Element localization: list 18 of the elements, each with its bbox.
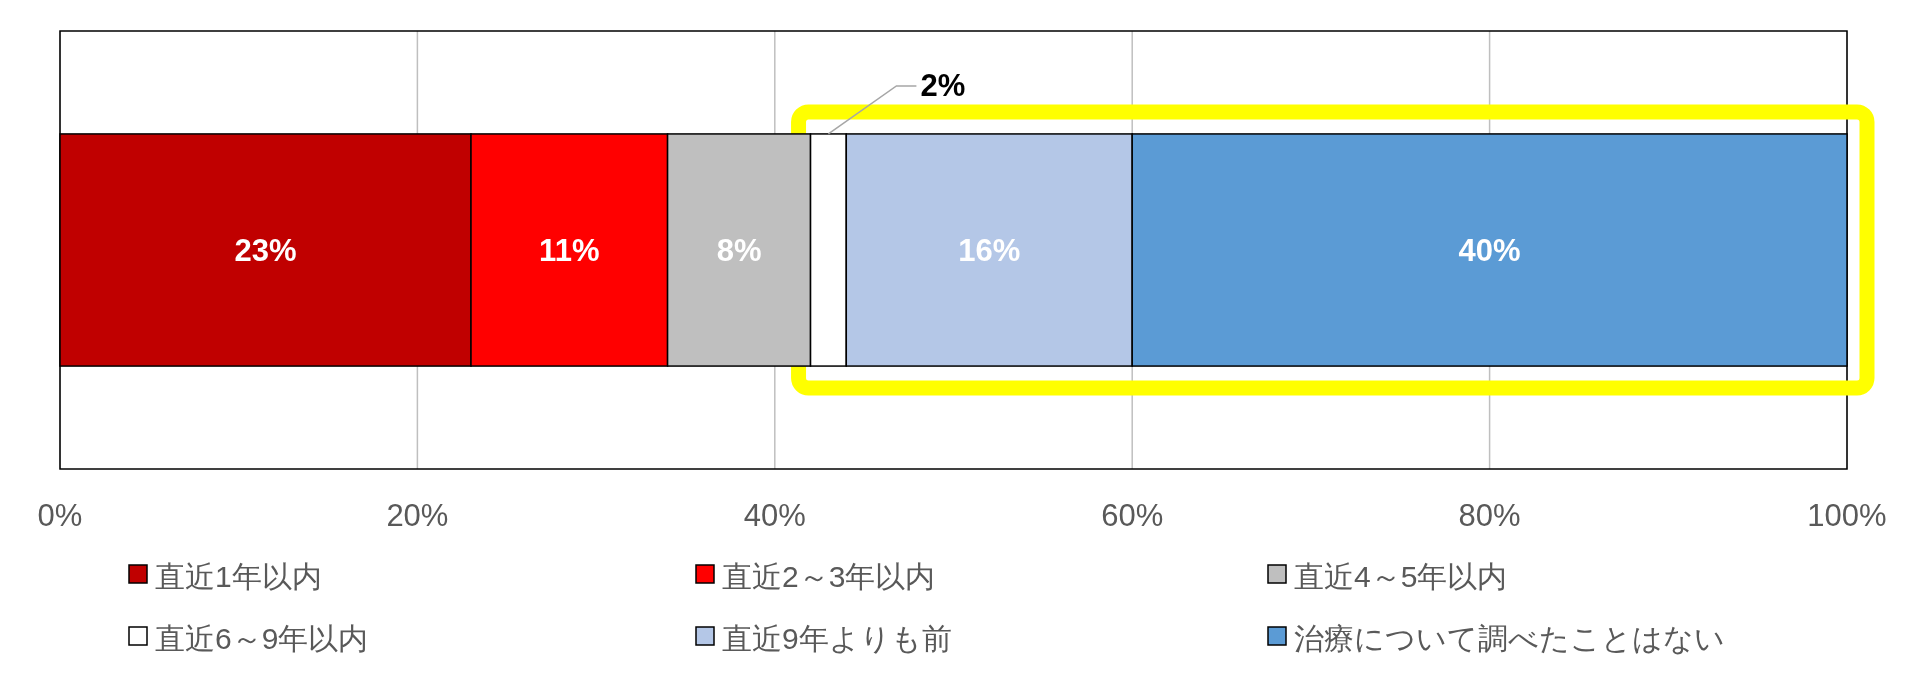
legend-label: 治療について調べたことはない <box>1294 622 1725 655</box>
data-label: 11% <box>539 233 600 268</box>
data-label: 8% <box>716 233 762 268</box>
x-tick-label: 20% <box>386 498 449 533</box>
data-label: 40% <box>1458 233 1521 268</box>
x-tick-label: 0% <box>37 498 83 533</box>
x-tick-label: 60% <box>1101 498 1164 533</box>
legend-label: 直近4～5年以内 <box>1294 560 1508 593</box>
data-label: 2% <box>920 67 966 103</box>
legend-label: 直近1年以内 <box>155 560 322 593</box>
legend-label: 直近6～9年以内 <box>155 622 369 655</box>
data-label: 16% <box>958 233 1021 268</box>
legend-label: 直近2～3年以内 <box>722 560 936 593</box>
x-tick-label: 40% <box>743 498 806 533</box>
x-tick-label: 100% <box>1807 498 1887 533</box>
data-label: 23% <box>234 233 297 268</box>
x-tick-label: 80% <box>1458 498 1521 533</box>
legend-label: 直近9年よりも前 <box>722 622 952 655</box>
